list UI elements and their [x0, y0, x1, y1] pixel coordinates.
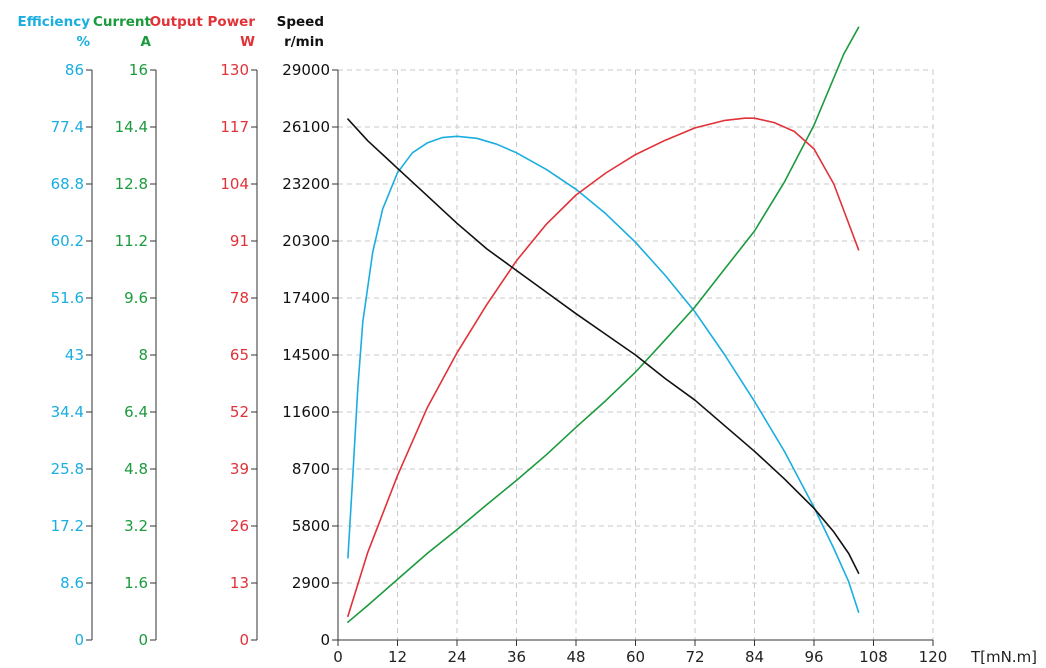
- efficiency-axis-unit: %: [76, 34, 90, 50]
- speed-tick-label: 2900: [292, 574, 330, 592]
- speed-tick-label: 14500: [282, 346, 330, 364]
- current-curve: [347, 26, 860, 623]
- speed-tick-label: 20300: [282, 232, 330, 250]
- speed-tick-label: 23200: [282, 175, 330, 193]
- x-tick-label: 120: [919, 648, 948, 666]
- efficiency-tick-label: 51.6: [51, 289, 84, 307]
- speed-tick-label: 5800: [292, 517, 330, 535]
- speed-axis-unit: r/min: [284, 34, 324, 50]
- current-tick-label: 4.8: [124, 460, 148, 478]
- current-tick-label: 14.4: [115, 118, 148, 136]
- efficiency-tick-label: 43: [65, 346, 84, 364]
- current-tick-label: 9.6: [124, 289, 148, 307]
- efficiency-curve: [347, 135, 860, 613]
- x-tick-label: 48: [566, 648, 585, 666]
- power-tick-label: 39: [230, 460, 249, 478]
- speed-curve: [347, 118, 860, 574]
- efficiency-tick-label: 86: [65, 61, 84, 79]
- power-axis-title: Output Power: [150, 14, 256, 30]
- power-tick-label: 104: [220, 175, 249, 193]
- efficiency-axis-title: Efficiency: [18, 14, 91, 30]
- x-tick-label: 36: [507, 648, 526, 666]
- x-axis-label: T[mN.m]: [970, 648, 1037, 666]
- x-tick-label: 96: [804, 648, 823, 666]
- x-tick-label: 0: [333, 648, 343, 666]
- current-tick-label: 8: [138, 346, 148, 364]
- power-tick-label: 65: [230, 346, 249, 364]
- speed-tick-label: 17400: [282, 289, 330, 307]
- power-tick-label: 0: [239, 631, 249, 649]
- efficiency-tick-label: 77.4: [51, 118, 84, 136]
- efficiency-tick-label: 34.4: [51, 403, 84, 421]
- efficiency-tick-label: 60.2: [51, 232, 84, 250]
- speed-tick-label: 11600: [282, 403, 330, 421]
- current-tick-label: 11.2: [115, 232, 148, 250]
- efficiency-tick-label: 8.6: [60, 574, 84, 592]
- current-tick-label: 12.8: [115, 175, 148, 193]
- current-axis-title: Current: [93, 14, 152, 30]
- current-tick-label: 6.4: [124, 403, 148, 421]
- power-tick-label: 52: [230, 403, 249, 421]
- x-tick-label: 72: [685, 648, 704, 666]
- speed-tick-label: 29000: [282, 61, 330, 79]
- speed-tick-label: 0: [320, 631, 330, 649]
- x-tick-label: 12: [388, 648, 407, 666]
- power-tick-label: 117: [220, 118, 249, 136]
- axes: [86, 69, 934, 646]
- power-tick-label: 91: [230, 232, 249, 250]
- efficiency-tick-label: 68.8: [51, 175, 84, 193]
- power-tick-label: 26: [230, 517, 249, 535]
- power-curve: [347, 117, 860, 618]
- power-tick-label: 13: [230, 574, 249, 592]
- x-tick-label: 60: [626, 648, 645, 666]
- axis-labels: 0 12 24 36 48 60 72 84 96 108 120 T[mN.m] 0 8.6 17.2 25…: [18, 14, 1038, 666]
- x-tick-label: 108: [859, 648, 888, 666]
- x-tick-label: 84: [745, 648, 764, 666]
- speed-axis-title: Speed: [277, 14, 324, 30]
- current-tick-label: 16: [129, 61, 148, 79]
- current-tick-label: 3.2: [124, 517, 148, 535]
- current-axis-unit: A: [141, 34, 152, 50]
- x-tick-label: 24: [447, 648, 466, 666]
- speed-tick-label: 26100: [282, 118, 330, 136]
- current-tick-label: 1.6: [124, 574, 148, 592]
- power-tick-label: 78: [230, 289, 249, 307]
- power-axis-unit: W: [240, 34, 255, 50]
- power-tick-label: 130: [220, 61, 249, 79]
- series-lines: [347, 26, 860, 623]
- efficiency-tick-label: 17.2: [51, 517, 84, 535]
- current-tick-label: 0: [138, 631, 148, 649]
- speed-tick-label: 8700: [292, 460, 330, 478]
- efficiency-tick-label: 25.8: [51, 460, 84, 478]
- efficiency-tick-label: 0: [74, 631, 84, 649]
